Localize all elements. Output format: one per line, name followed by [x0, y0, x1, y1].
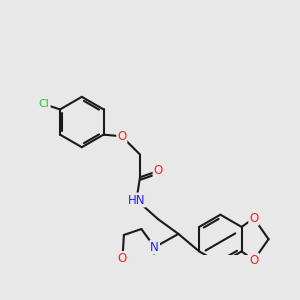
Text: O: O — [154, 164, 163, 178]
Text: O: O — [249, 212, 259, 225]
Text: Cl: Cl — [39, 99, 50, 109]
Text: N: N — [150, 241, 159, 254]
Text: O: O — [249, 254, 259, 267]
Text: HN: HN — [128, 194, 145, 206]
Text: O: O — [117, 130, 126, 143]
Text: O: O — [118, 252, 127, 265]
